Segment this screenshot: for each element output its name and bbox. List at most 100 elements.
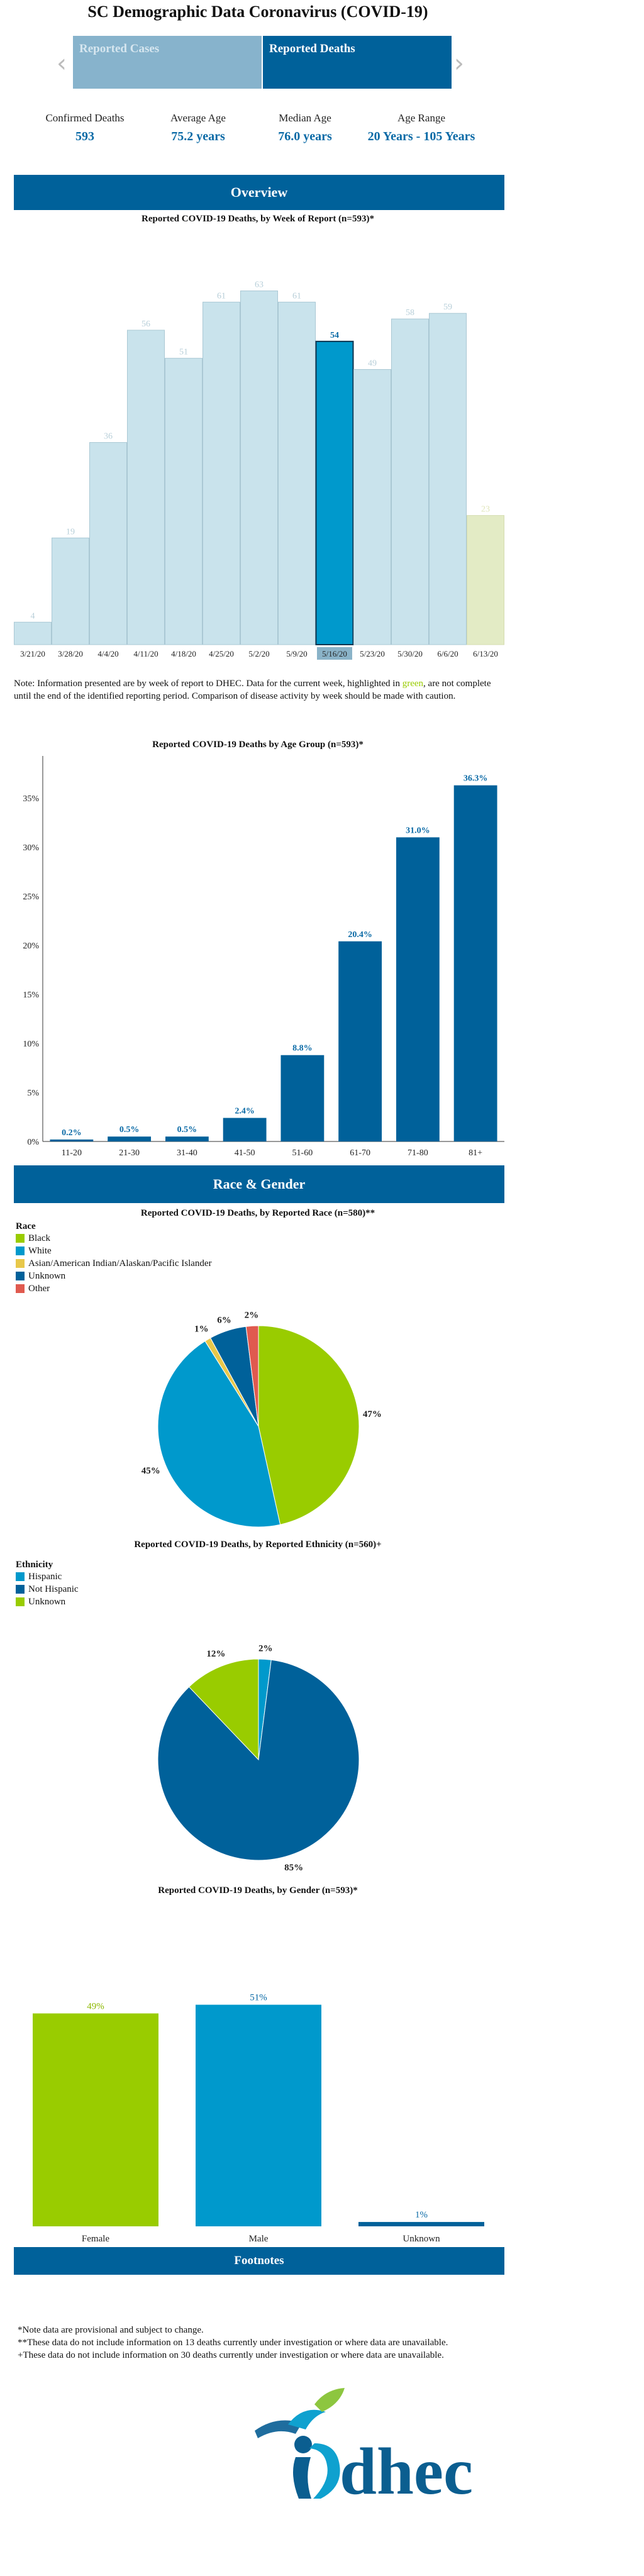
ethnicity-slice-label: 12% <box>206 1649 225 1659</box>
week-bar-label: 56 <box>142 319 150 329</box>
race-legend-label: Unknown <box>28 1270 66 1281</box>
week-bar <box>391 318 429 645</box>
age-tick-label: 51-60 <box>292 1148 313 1158</box>
race-slice-label: 45% <box>142 1466 160 1476</box>
age-bar <box>396 837 440 1141</box>
week-bar-label: 54 <box>330 331 339 340</box>
age-bar <box>280 1055 325 1141</box>
race-slice <box>245 1325 259 1427</box>
note-highlight-green: green <box>402 679 424 689</box>
gender-bar <box>33 2013 158 2226</box>
age-y-tick-label: 30% <box>23 843 39 853</box>
ethnicity-legend-label: Unknown <box>28 1596 66 1607</box>
race-slice-label: 47% <box>363 1409 382 1419</box>
gender-chart-title: Reported COVID-19 Deaths, by Gender (n=5… <box>158 1885 358 1896</box>
age-bar-label: 0.2% <box>62 1128 82 1138</box>
week-tick-label: 5/23/20 <box>360 649 385 658</box>
gender-bar <box>358 2222 484 2226</box>
chevron-right-icon[interactable]: › <box>454 49 464 78</box>
week-bar <box>203 301 240 645</box>
race-pie-chart: 47% 45% 1% 6% 2% <box>142 1310 382 1528</box>
footnotes-banner: Footnotes <box>14 2247 504 2275</box>
race-legend-label: Other <box>28 1283 50 1294</box>
week-tick-label: 4/25/20 <box>209 649 234 658</box>
race-slice-label: 2% <box>245 1310 259 1320</box>
race-legend-label: Asian/American Indian/Alaskan/Pacific Is… <box>28 1258 212 1269</box>
ethnicity-legend-item: Hispanic <box>16 1570 79 1583</box>
stat-label-confirmed-deaths: Confirmed Deaths <box>45 112 125 124</box>
ethnicity-slice-label: 85% <box>284 1863 303 1873</box>
week-bar <box>240 291 278 645</box>
age-chart-title: Reported COVID-19 Deaths by Age Group (n… <box>152 740 364 750</box>
week-tick-label: 3/21/20 <box>20 649 45 658</box>
tab-reported-cases[interactable]: Reported Cases <box>73 36 262 89</box>
race-legend-item: White <box>16 1245 212 1257</box>
age-bar <box>338 941 382 1141</box>
ethnicity-legend-label: Hispanic <box>28 1571 62 1582</box>
race-legend-swatch <box>16 1234 25 1243</box>
week-bar <box>14 621 52 645</box>
gender-bar-label: 1% <box>415 2210 428 2220</box>
dhec-logo-text: dhec <box>340 2434 473 2506</box>
week-tick-label: 4/4/20 <box>97 649 118 658</box>
age-tick-label: 61-70 <box>350 1148 370 1158</box>
week-bar <box>278 301 316 645</box>
age-y-tick-label: 15% <box>23 991 39 1000</box>
week-bar-label: 36 <box>104 432 113 441</box>
age-y-tick-label: 0% <box>27 1138 39 1147</box>
age-bar <box>50 1139 94 1141</box>
age-y-tick-label: 10% <box>23 1040 39 1049</box>
week-tick-label: 5/30/20 <box>397 649 423 658</box>
week-tick-label: 6/6/20 <box>437 649 458 658</box>
race-gender-banner: Race & Gender <box>14 1165 504 1203</box>
ethnicity-legend-swatch <box>16 1597 25 1606</box>
footnote-3: +These data do not include information o… <box>18 2350 444 2360</box>
age-y-tick-label: 20% <box>23 941 39 951</box>
gender-tick-label: Unknown <box>402 2234 440 2244</box>
age-y-tick-label: 25% <box>23 892 39 902</box>
ethnicity-legend-item: Unknown <box>16 1596 79 1608</box>
chevron-left-icon[interactable]: ‹ <box>57 49 67 78</box>
footnote-1: *Note data are provisional and subject t… <box>18 2325 204 2335</box>
stat-label-median-age: Median Age <box>279 112 331 124</box>
gender-bar <box>196 2004 321 2226</box>
footnote-2: **These data do not include information … <box>18 2338 448 2348</box>
age-tick-label: 71-80 <box>408 1148 428 1158</box>
age-bar-label: 0.5% <box>177 1125 197 1135</box>
race-legend-label: Black <box>28 1233 50 1243</box>
age-bar-label: 31.0% <box>406 826 430 835</box>
age-bar-label: 8.8% <box>292 1044 313 1053</box>
ethnicity-legend-swatch <box>16 1572 25 1581</box>
week-bar <box>89 442 127 645</box>
tab-reported-deaths[interactable]: Reported Deaths <box>263 36 452 89</box>
week-bar <box>52 537 89 645</box>
week-bar <box>467 515 504 645</box>
stat-value-average-age: 75.2 years <box>171 130 225 143</box>
race-slice-label: 1% <box>194 1324 209 1335</box>
stat-label-average-age: Average Age <box>170 112 226 124</box>
ethnicity-legend-swatch <box>16 1585 25 1594</box>
age-bar-label: 0.5% <box>119 1125 140 1135</box>
gender-bar-label: 49% <box>87 2001 104 2011</box>
week-bar-label: 61 <box>292 291 301 301</box>
week-bar-chart: 4 3/21/20 19 3/28/20 36 4/4/20 56 4/11/20 51 4/18… <box>14 280 504 660</box>
week-bar <box>315 340 354 645</box>
week-tick-label: 4/11/20 <box>133 649 158 658</box>
age-bar <box>453 785 497 1141</box>
week-bar-label: 63 <box>255 280 264 290</box>
week-bar-label: 61 <box>217 291 226 301</box>
race-legend-swatch <box>16 1284 25 1293</box>
race-legend-label: White <box>28 1245 52 1256</box>
ethnicity-slice <box>188 1658 259 1761</box>
race-slice <box>258 1325 360 1525</box>
week-bar <box>165 358 203 645</box>
week-bar-label: 49 <box>368 359 377 369</box>
age-tick-label: 21-30 <box>119 1148 140 1158</box>
note-text-after: , are not complete until the end of the … <box>14 679 491 701</box>
age-bar <box>108 1136 152 1141</box>
stat-label-age-range: Age Range <box>397 112 445 124</box>
race-legend-swatch <box>16 1246 25 1255</box>
gender-bar-label: 51% <box>250 1993 267 2003</box>
race-legend-item: Asian/American Indian/Alaskan/Pacific Is… <box>16 1257 212 1270</box>
race-legend-title: Race <box>16 1221 36 1231</box>
